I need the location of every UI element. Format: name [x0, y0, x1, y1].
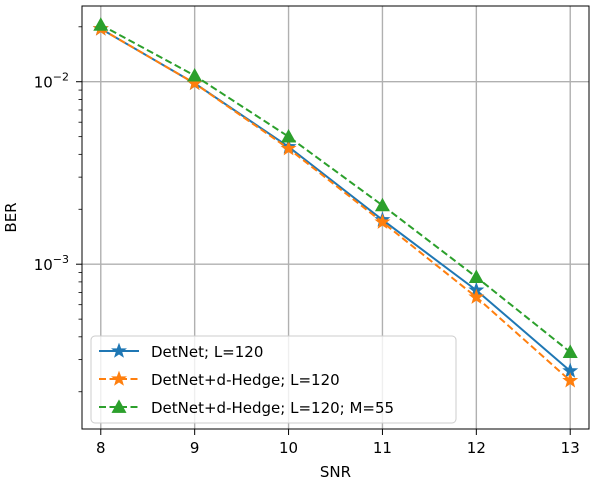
x-tick-label: 10	[279, 439, 298, 457]
y-tick-label: 10−3	[34, 253, 69, 274]
legend: DetNet; L=120 DetNet+d-Hedge; L=120 DetNet…	[90, 335, 457, 424]
series-1	[92, 20, 579, 378]
data-point	[562, 372, 579, 388]
legend-entry: DetNet; L=120	[99, 342, 263, 361]
data-point	[468, 288, 485, 304]
data-point	[280, 140, 297, 156]
legend-marker	[111, 342, 127, 358]
legend-label: DetNet+d-Hedge; L=120	[151, 371, 340, 389]
axis-ticks: 8 9 10 11 12 13 10−2 10−3	[34, 26, 580, 457]
legend-label: DetNet; L=120	[151, 343, 263, 361]
plot-frame	[81, 5, 590, 430]
x-tick-label: 9	[190, 439, 200, 457]
x-tick-label: 8	[96, 439, 106, 457]
y-axis-label: BER	[2, 202, 20, 232]
series-3	[93, 17, 578, 358]
data-point	[468, 269, 484, 283]
x-axis-label: SNR	[320, 463, 351, 481]
y-tick-label: 10−2	[34, 71, 69, 92]
data-point	[281, 129, 297, 143]
x-tick-label: 12	[467, 439, 486, 457]
data-point	[374, 197, 390, 212]
legend-entry: DetNet+d-Hedge; L=120	[99, 370, 340, 389]
data-point	[374, 213, 391, 229]
x-tick-label: 13	[561, 439, 580, 457]
data-point	[562, 344, 578, 358]
legend-box	[90, 335, 457, 424]
legend-marker	[111, 370, 127, 386]
x-tick-label: 11	[373, 439, 392, 457]
series-line	[100, 23, 571, 353]
series-layer	[92, 17, 579, 388]
series-2	[92, 20, 579, 388]
legend-marker	[111, 399, 127, 413]
legend-label: DetNet+d-Hedge; L=120; M=55	[151, 399, 394, 417]
series-line	[100, 27, 571, 372]
legend-entry: DetNet+d-Hedge; L=120; M=55	[99, 399, 394, 417]
data-point	[187, 68, 203, 82]
series-line	[100, 27, 571, 382]
data-point	[93, 17, 109, 31]
